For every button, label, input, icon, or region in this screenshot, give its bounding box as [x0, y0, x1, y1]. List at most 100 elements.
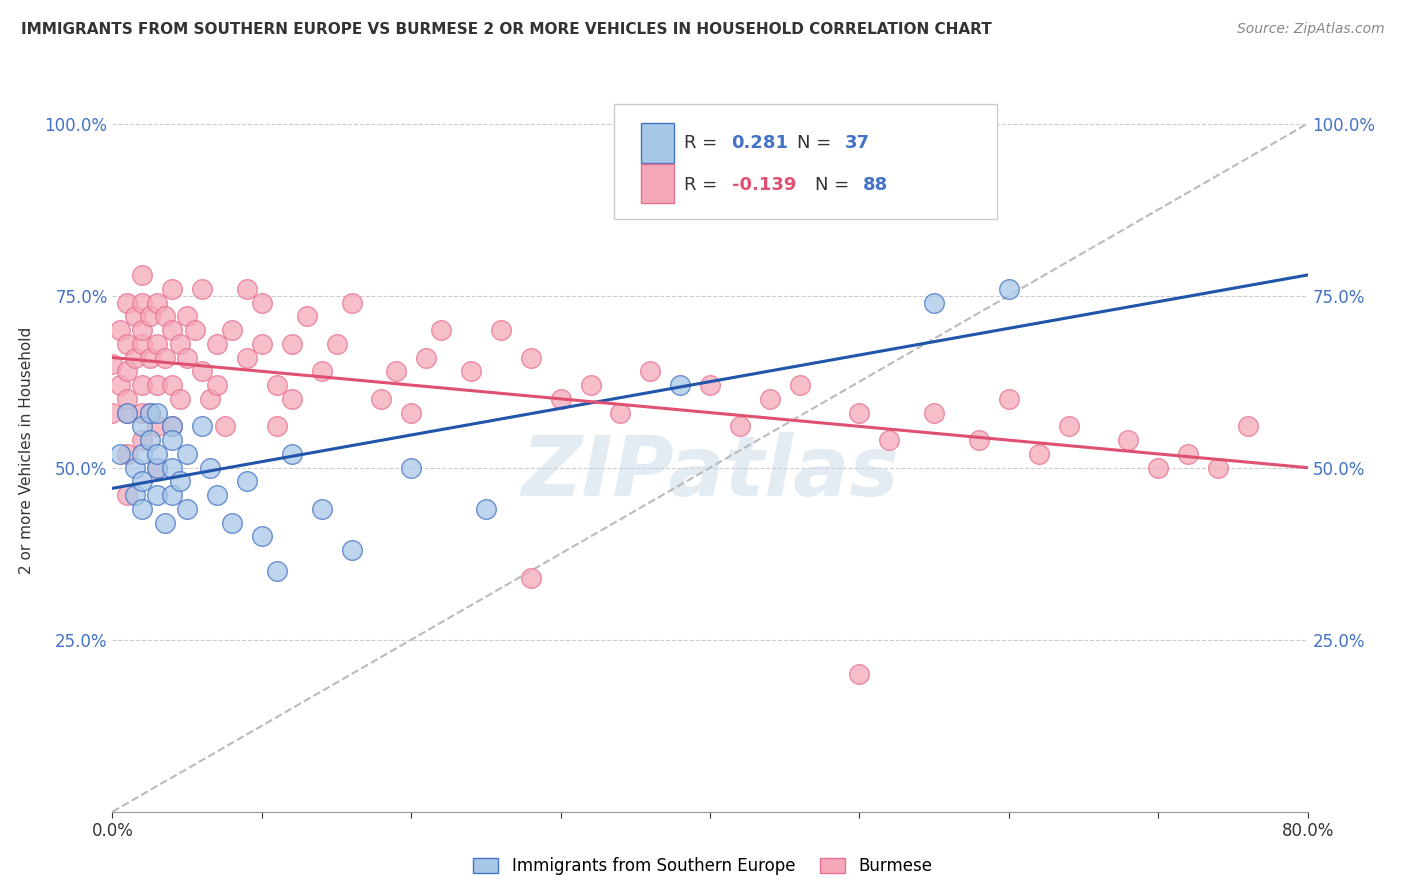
- Point: [401, 406, 423, 420]
- Point: [191, 364, 214, 378]
- Point: [176, 310, 198, 324]
- Text: N =: N =: [797, 134, 837, 152]
- Point: [162, 460, 183, 475]
- Point: [108, 323, 131, 337]
- Point: [266, 564, 288, 578]
- Point: [108, 378, 131, 392]
- Point: [205, 488, 228, 502]
- Point: [266, 378, 288, 392]
- Point: [124, 460, 146, 475]
- Point: [131, 323, 153, 337]
- Text: 37: 37: [845, 134, 870, 152]
- Point: [191, 419, 214, 434]
- Point: [131, 433, 153, 447]
- Point: [139, 433, 162, 447]
- Text: R =: R =: [683, 134, 723, 152]
- Point: [236, 475, 259, 489]
- Point: [153, 351, 176, 365]
- Point: [131, 419, 153, 434]
- Point: [922, 406, 945, 420]
- Point: [183, 323, 205, 337]
- Point: [221, 516, 243, 530]
- Point: [311, 364, 333, 378]
- Point: [162, 323, 183, 337]
- Point: [153, 516, 176, 530]
- Point: [191, 282, 214, 296]
- Point: [176, 351, 198, 365]
- Point: [108, 447, 131, 461]
- Point: [579, 378, 602, 392]
- Point: [131, 447, 153, 461]
- Text: ZIPatlas: ZIPatlas: [522, 432, 898, 513]
- Bar: [641, 123, 675, 163]
- Point: [250, 529, 273, 543]
- Point: [198, 460, 221, 475]
- Point: [117, 336, 139, 351]
- Point: [117, 364, 139, 378]
- Legend: Immigrants from Southern Europe, Burmese: Immigrants from Southern Europe, Burmese: [465, 849, 941, 884]
- Point: [205, 336, 228, 351]
- Point: [146, 295, 169, 310]
- Text: 88: 88: [863, 176, 889, 194]
- Point: [162, 282, 183, 296]
- Point: [117, 406, 139, 420]
- Point: [520, 351, 543, 365]
- Point: [131, 295, 153, 310]
- Point: [266, 419, 288, 434]
- Point: [124, 488, 146, 502]
- Point: [131, 378, 153, 392]
- Point: [117, 488, 139, 502]
- Point: [370, 392, 392, 406]
- Text: N =: N =: [815, 176, 855, 194]
- Point: [146, 419, 169, 434]
- Point: [998, 392, 1021, 406]
- Point: [169, 336, 191, 351]
- Point: [146, 488, 169, 502]
- Point: [139, 406, 162, 420]
- Point: [117, 406, 139, 420]
- Point: [117, 392, 139, 406]
- Text: R =: R =: [683, 176, 723, 194]
- Point: [214, 419, 236, 434]
- Point: [169, 392, 191, 406]
- Point: [728, 419, 751, 434]
- Point: [340, 543, 363, 558]
- Point: [236, 351, 259, 365]
- Point: [1177, 447, 1199, 461]
- Point: [520, 571, 543, 585]
- Point: [131, 336, 153, 351]
- Point: [640, 364, 662, 378]
- Point: [131, 475, 153, 489]
- Text: -0.139: -0.139: [731, 176, 796, 194]
- Point: [281, 336, 304, 351]
- Point: [789, 378, 811, 392]
- Point: [139, 351, 162, 365]
- FancyBboxPatch shape: [614, 103, 997, 219]
- Point: [311, 502, 333, 516]
- Point: [146, 460, 169, 475]
- Text: IMMIGRANTS FROM SOUTHERN EUROPE VS BURMESE 2 OR MORE VEHICLES IN HOUSEHOLD CORRE: IMMIGRANTS FROM SOUTHERN EUROPE VS BURME…: [21, 22, 991, 37]
- Point: [1237, 419, 1260, 434]
- Point: [998, 282, 1021, 296]
- Point: [340, 295, 363, 310]
- Point: [162, 419, 183, 434]
- Point: [669, 378, 692, 392]
- Point: [162, 433, 183, 447]
- Point: [848, 406, 870, 420]
- Point: [117, 295, 139, 310]
- Point: [146, 447, 169, 461]
- Point: [475, 502, 498, 516]
- Point: [879, 433, 901, 447]
- Point: [205, 378, 228, 392]
- Point: [124, 310, 146, 324]
- Point: [162, 419, 183, 434]
- Point: [609, 406, 631, 420]
- Point: [162, 378, 183, 392]
- Point: [124, 351, 146, 365]
- Point: [385, 364, 408, 378]
- Point: [101, 406, 124, 420]
- Point: [401, 460, 423, 475]
- Point: [101, 358, 124, 372]
- Point: [699, 378, 721, 392]
- Point: [169, 475, 191, 489]
